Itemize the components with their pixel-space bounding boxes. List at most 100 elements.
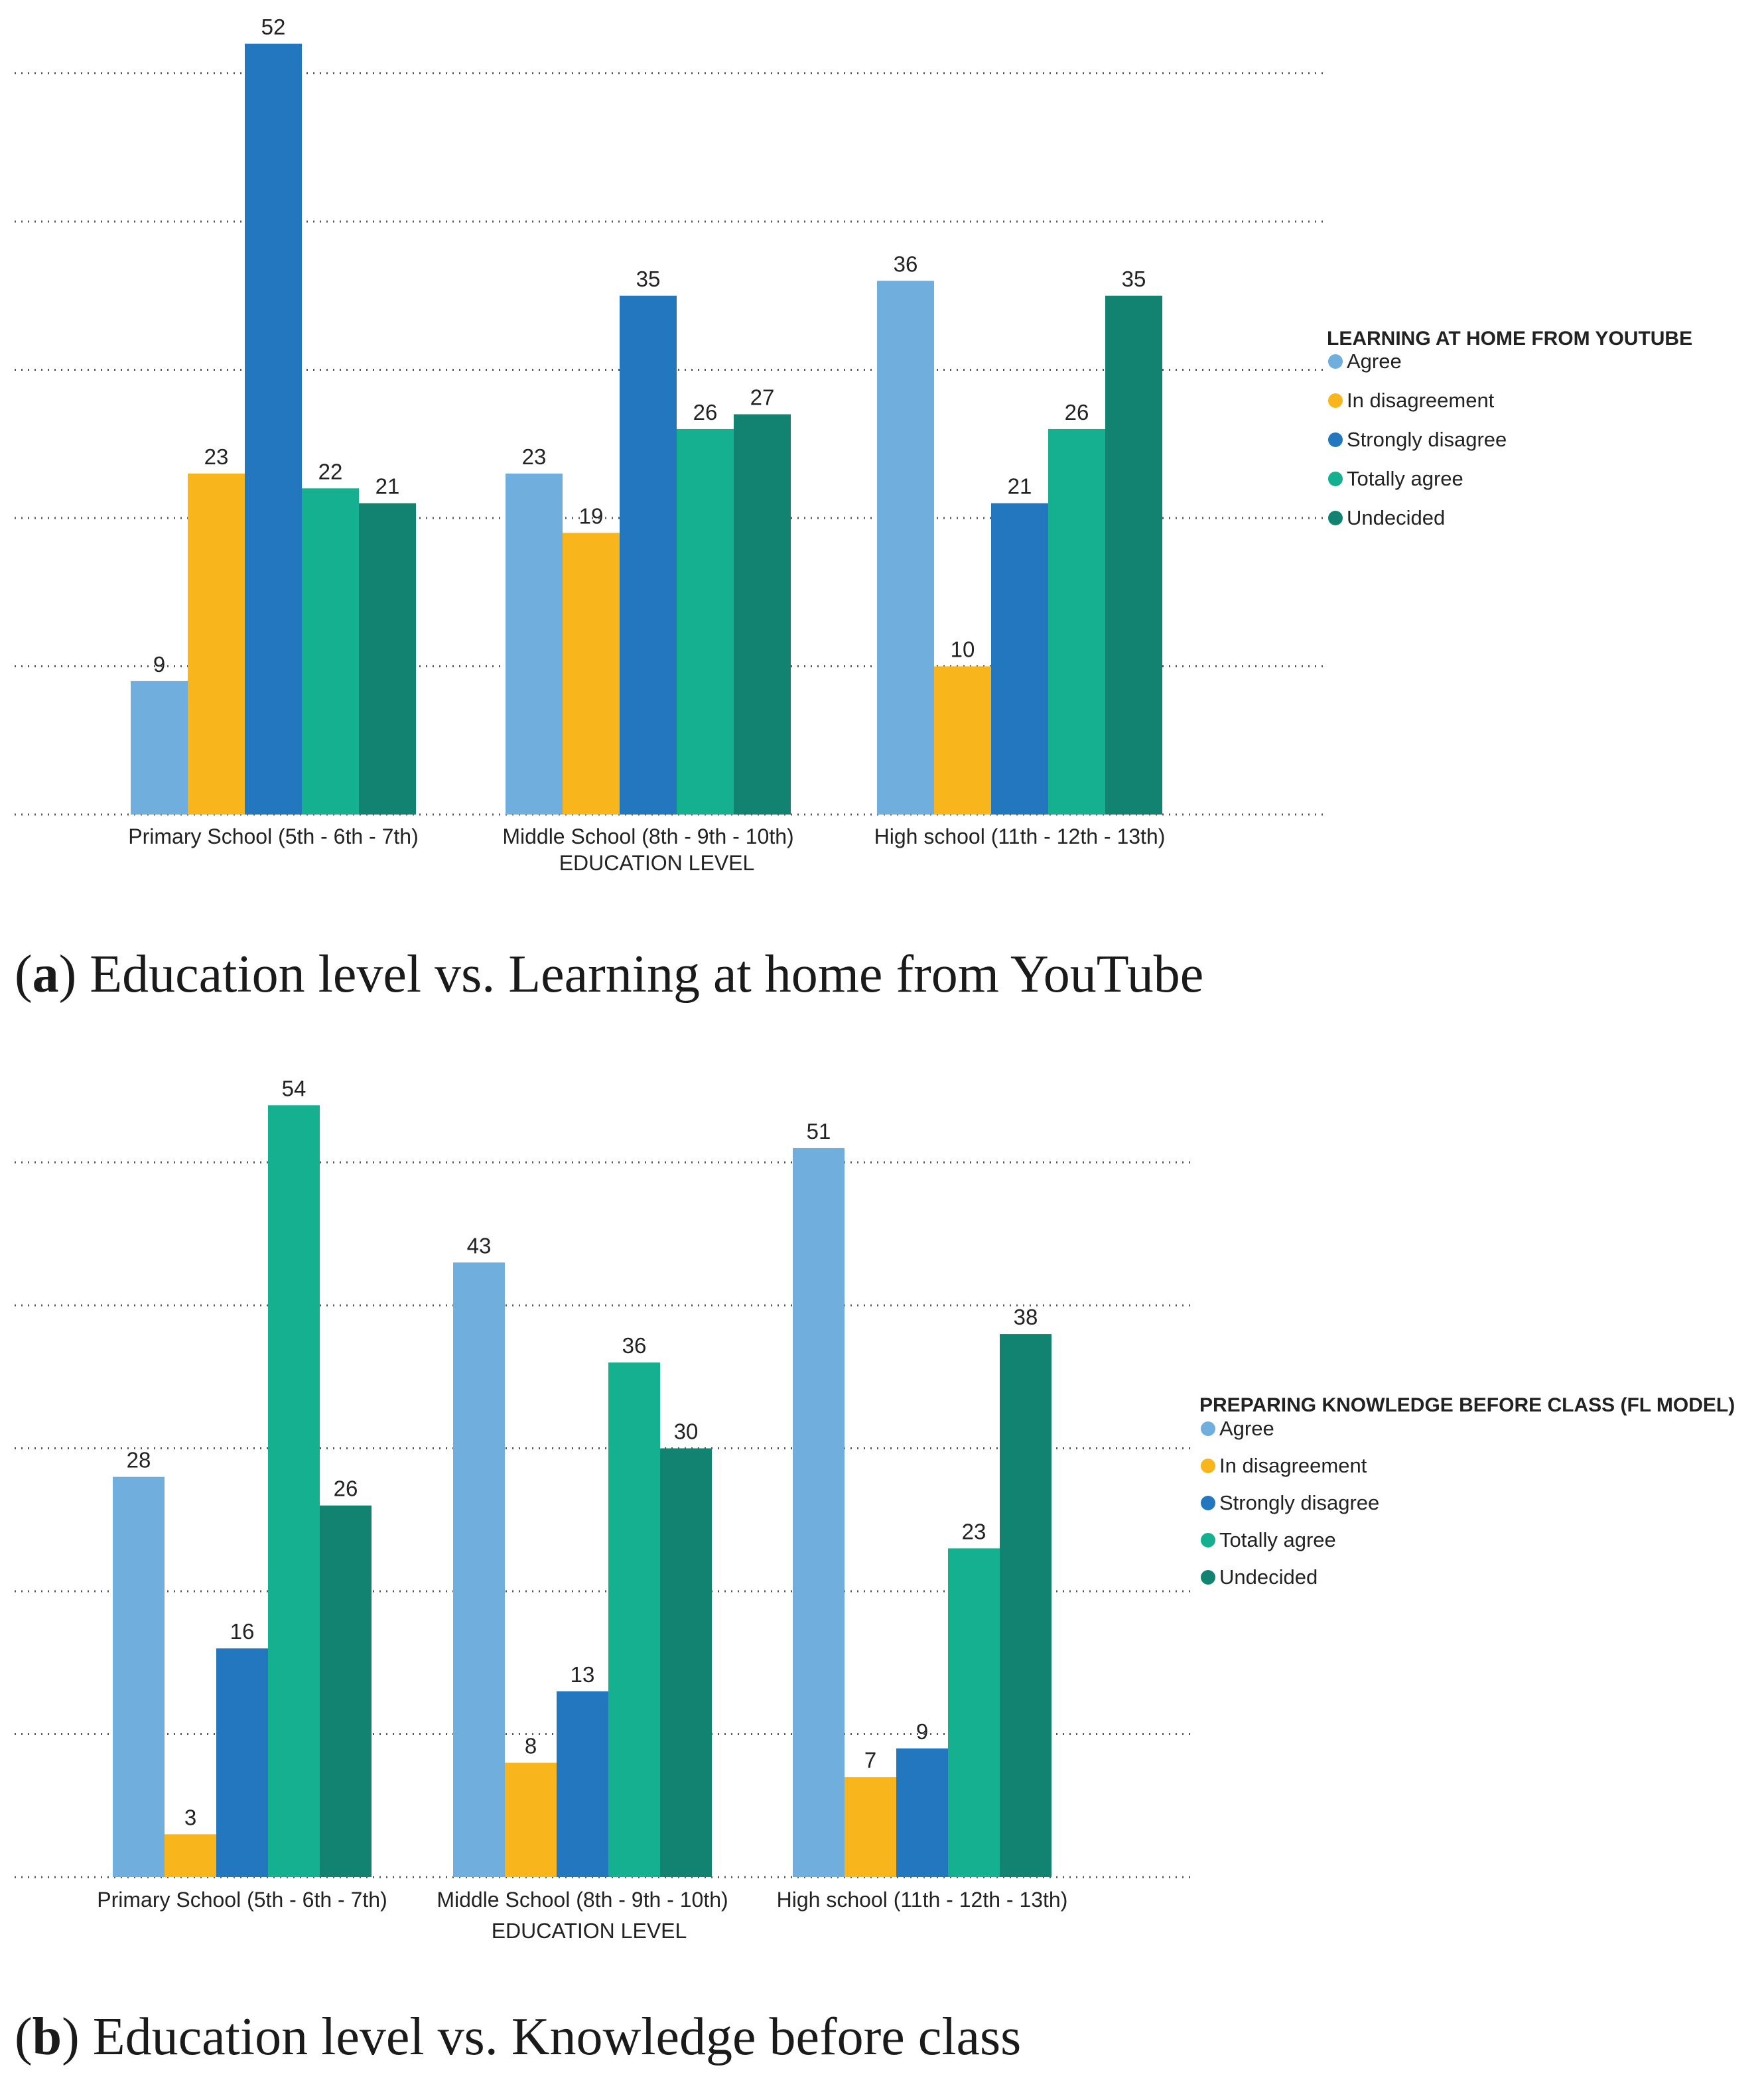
bar-in-disagreement-2	[563, 533, 620, 815]
data-label: 23	[962, 1519, 986, 1543]
data-label: 21	[1008, 474, 1032, 499]
chart-panel-b: 28 3 16 54 26 43 8 13 36 30 51 7 9 23 38 Primary Schoo…	[15, 1076, 1735, 2066]
bar-agree-1	[113, 1476, 165, 1877]
legend-label-totally-agree: Totally agree	[1219, 1528, 1336, 1551]
bar-agree-3	[793, 1147, 845, 1877]
data-label: 30	[674, 1419, 699, 1444]
data-label: 36	[894, 251, 918, 276]
x-axis-title: EDUCATION LEVEL	[492, 1919, 687, 1943]
chart-panel-a: 9 23 52 22 21 23 19 35 26 27 36 10 21 26 35 Primary Sc…	[15, 15, 1692, 1004]
data-label: 9	[916, 1719, 928, 1744]
data-label: 26	[334, 1476, 358, 1501]
legend-label-totally-agree: Totally agree	[1347, 467, 1463, 490]
data-label: 10	[951, 637, 975, 662]
legend: PREPARING KNOWLEDGE BEFORE CLASS (FL MOD…	[1199, 1394, 1735, 1589]
legend-swatch-undecided	[1201, 1570, 1215, 1585]
bar-undecided-2	[660, 1448, 712, 1877]
data-label: 22	[318, 459, 343, 484]
data-label: 35	[636, 267, 661, 291]
bar-agree-1	[131, 681, 188, 815]
data-label: 43	[467, 1233, 492, 1258]
legend-title: PREPARING KNOWLEDGE BEFORE CLASS (FL MOD…	[1199, 1394, 1735, 1416]
bar-agree-3	[877, 281, 934, 815]
x-tick-label: Middle School (8th - 9th - 10th)	[437, 1888, 728, 1912]
bar-in-disagreement-1	[188, 473, 245, 815]
x-tick-labels: Primary School (5th - 6th - 7th) Middle S…	[128, 824, 1165, 848]
data-label: 16	[230, 1619, 255, 1644]
caption: (a) Education level vs. Learning at home…	[15, 945, 1203, 1004]
caption: (b) Education level vs. Knowledge before…	[15, 2008, 1021, 2066]
bar-totally-agree-3	[948, 1548, 1000, 1877]
data-label: 8	[525, 1734, 537, 1758]
data-label: 21	[375, 474, 400, 499]
legend-label-strongly-disagree: Strongly disagree	[1219, 1491, 1379, 1514]
caption-label: b	[33, 2008, 62, 2066]
x-axis-title: EDUCATION LEVEL	[559, 851, 755, 875]
data-label: 35	[1122, 267, 1146, 291]
data-label: 13	[571, 1662, 595, 1687]
bars	[113, 1105, 1052, 1877]
legend-label-in-disagreement: In disagreement	[1347, 389, 1495, 412]
legend-swatch-strongly-disagree	[1328, 432, 1343, 447]
data-label: 27	[750, 385, 775, 410]
legend-swatch-in-disagreement	[1328, 393, 1343, 408]
x-tick-label: Middle School (8th - 9th - 10th)	[502, 824, 793, 848]
x-tick-label: Primary School (5th - 6th - 7th)	[97, 1888, 387, 1912]
bar-strongly-disagree-2	[557, 1691, 608, 1877]
legend: LEARNING AT HOME FROM YOUTUBE Agree In di…	[1327, 328, 1692, 529]
legend-label-agree: Agree	[1219, 1417, 1274, 1440]
bar-totally-agree-3	[1048, 428, 1105, 815]
bars	[131, 43, 1162, 815]
bar-undecided-1	[320, 1505, 372, 1877]
bar-totally-agree-2	[608, 1362, 660, 1877]
legend-swatch-totally-agree	[1201, 1533, 1215, 1547]
bar-strongly-disagree-1	[216, 1648, 268, 1877]
caption-text: Education level vs. Knowledge before cla…	[93, 2008, 1022, 2066]
data-label: 19	[579, 503, 604, 528]
x-tick-labels: Primary School (5th - 6th - 7th) Middle S…	[97, 1888, 1067, 1912]
caption-text: Education level vs. Learning at home fro…	[90, 945, 1203, 1004]
data-label: 9	[153, 652, 165, 677]
data-label: 26	[1065, 400, 1089, 425]
x-tick-label: High school (11th - 12th - 13th)	[874, 824, 1166, 848]
legend-swatch-agree	[1201, 1421, 1215, 1436]
data-label: 54	[282, 1076, 306, 1100]
data-label: 52	[261, 15, 286, 39]
legend-swatch-strongly-disagree	[1201, 1496, 1215, 1510]
data-label: 26	[693, 400, 718, 425]
legend-label-undecided: Undecided	[1347, 506, 1445, 529]
legend-swatch-in-disagreement	[1201, 1459, 1215, 1473]
data-label: 23	[522, 444, 547, 469]
legend-swatch-undecided	[1328, 511, 1343, 525]
bar-totally-agree-2	[677, 428, 734, 815]
bar-undecided-3	[1105, 295, 1162, 815]
bar-strongly-disagree-2	[620, 295, 677, 815]
bar-in-disagreement-3	[845, 1777, 896, 1877]
legend-title: LEARNING AT HOME FROM YOUTUBE	[1327, 328, 1692, 350]
data-label: 36	[622, 1333, 647, 1358]
caption-label: a	[33, 945, 59, 1004]
bar-strongly-disagree-1	[245, 43, 302, 815]
legend-swatch-agree	[1328, 354, 1343, 369]
bar-agree-2	[453, 1262, 505, 1877]
bar-undecided-2	[734, 414, 791, 815]
value-labels: 28 3 16 54 26 43 8 13 36 30 51 7 9 23 38	[127, 1076, 1038, 1829]
legend-label-undecided: Undecided	[1219, 1565, 1318, 1589]
x-tick-label: Primary School (5th - 6th - 7th)	[128, 824, 418, 848]
bar-undecided-1	[359, 503, 416, 815]
legend-label-in-disagreement: In disagreement	[1219, 1454, 1367, 1477]
data-label: 38	[1014, 1305, 1038, 1329]
data-label: 7	[864, 1748, 876, 1772]
value-labels: 9 23 52 22 21 23 19 35 26 27 36 10 21 26 35	[153, 15, 1146, 677]
bar-totally-agree-1	[302, 488, 359, 815]
legend-label-strongly-disagree: Strongly disagree	[1347, 428, 1507, 451]
legend-label-agree: Agree	[1347, 350, 1402, 373]
bar-in-disagreement-1	[165, 1834, 216, 1877]
bar-agree-2	[506, 473, 563, 815]
data-label: 28	[127, 1448, 151, 1473]
data-label: 51	[807, 1119, 831, 1144]
bar-totally-agree-1	[268, 1105, 320, 1877]
bar-in-disagreement-3	[934, 666, 991, 815]
data-label: 23	[204, 444, 229, 469]
